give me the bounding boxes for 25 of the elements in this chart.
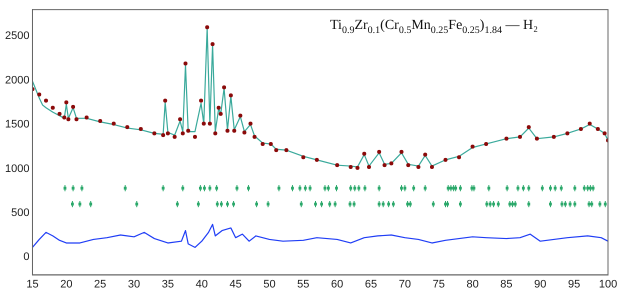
- x-tick-label: 30: [128, 278, 140, 290]
- x-tick-label: 80: [466, 278, 479, 290]
- x-tick-label: 15: [26, 278, 39, 290]
- y-tick-label: 1000: [4, 162, 30, 175]
- x-tick-label: 65: [364, 278, 378, 290]
- x-tick-label: 70: [398, 278, 411, 290]
- y-tick-label: 500: [11, 206, 30, 219]
- x-tick-label: 40: [196, 278, 208, 290]
- x-tick-label: 75: [432, 278, 445, 290]
- x-tick-label: 60: [331, 278, 344, 290]
- chart-title: Ti$_{0.9}$Zr$_{0.1}$(Cr$_{0.5}$Mn$_{0.25}$Fe$_{0.25}$)$_{1.84}$ — H₂: [330, 18, 538, 36]
- x-tick-label: 95: [568, 278, 580, 290]
- x-tick-label: 90: [534, 278, 546, 290]
- x-tick-label: 35: [162, 278, 174, 290]
- x-tick-label: 45: [229, 278, 242, 290]
- y-tick-label: 0: [23, 251, 30, 264]
- x-tick-label: 100: [598, 278, 618, 290]
- y-tick-label: 2000: [4, 74, 30, 86]
- x-tick-label: 55: [297, 278, 310, 290]
- y-tick-label: 1500: [4, 118, 30, 131]
- x-tick-label: 25: [94, 278, 106, 290]
- x-tick-label: 85: [500, 278, 513, 290]
- y-tick-label: 2500: [4, 30, 30, 42]
- x-tick-label: 20: [60, 278, 72, 290]
- x-tick-label: 50: [263, 278, 276, 290]
